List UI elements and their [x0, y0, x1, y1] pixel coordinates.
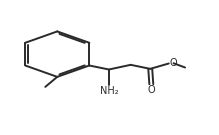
- Text: O: O: [148, 85, 155, 95]
- Text: O: O: [170, 58, 177, 68]
- Text: NH₂: NH₂: [100, 86, 118, 96]
